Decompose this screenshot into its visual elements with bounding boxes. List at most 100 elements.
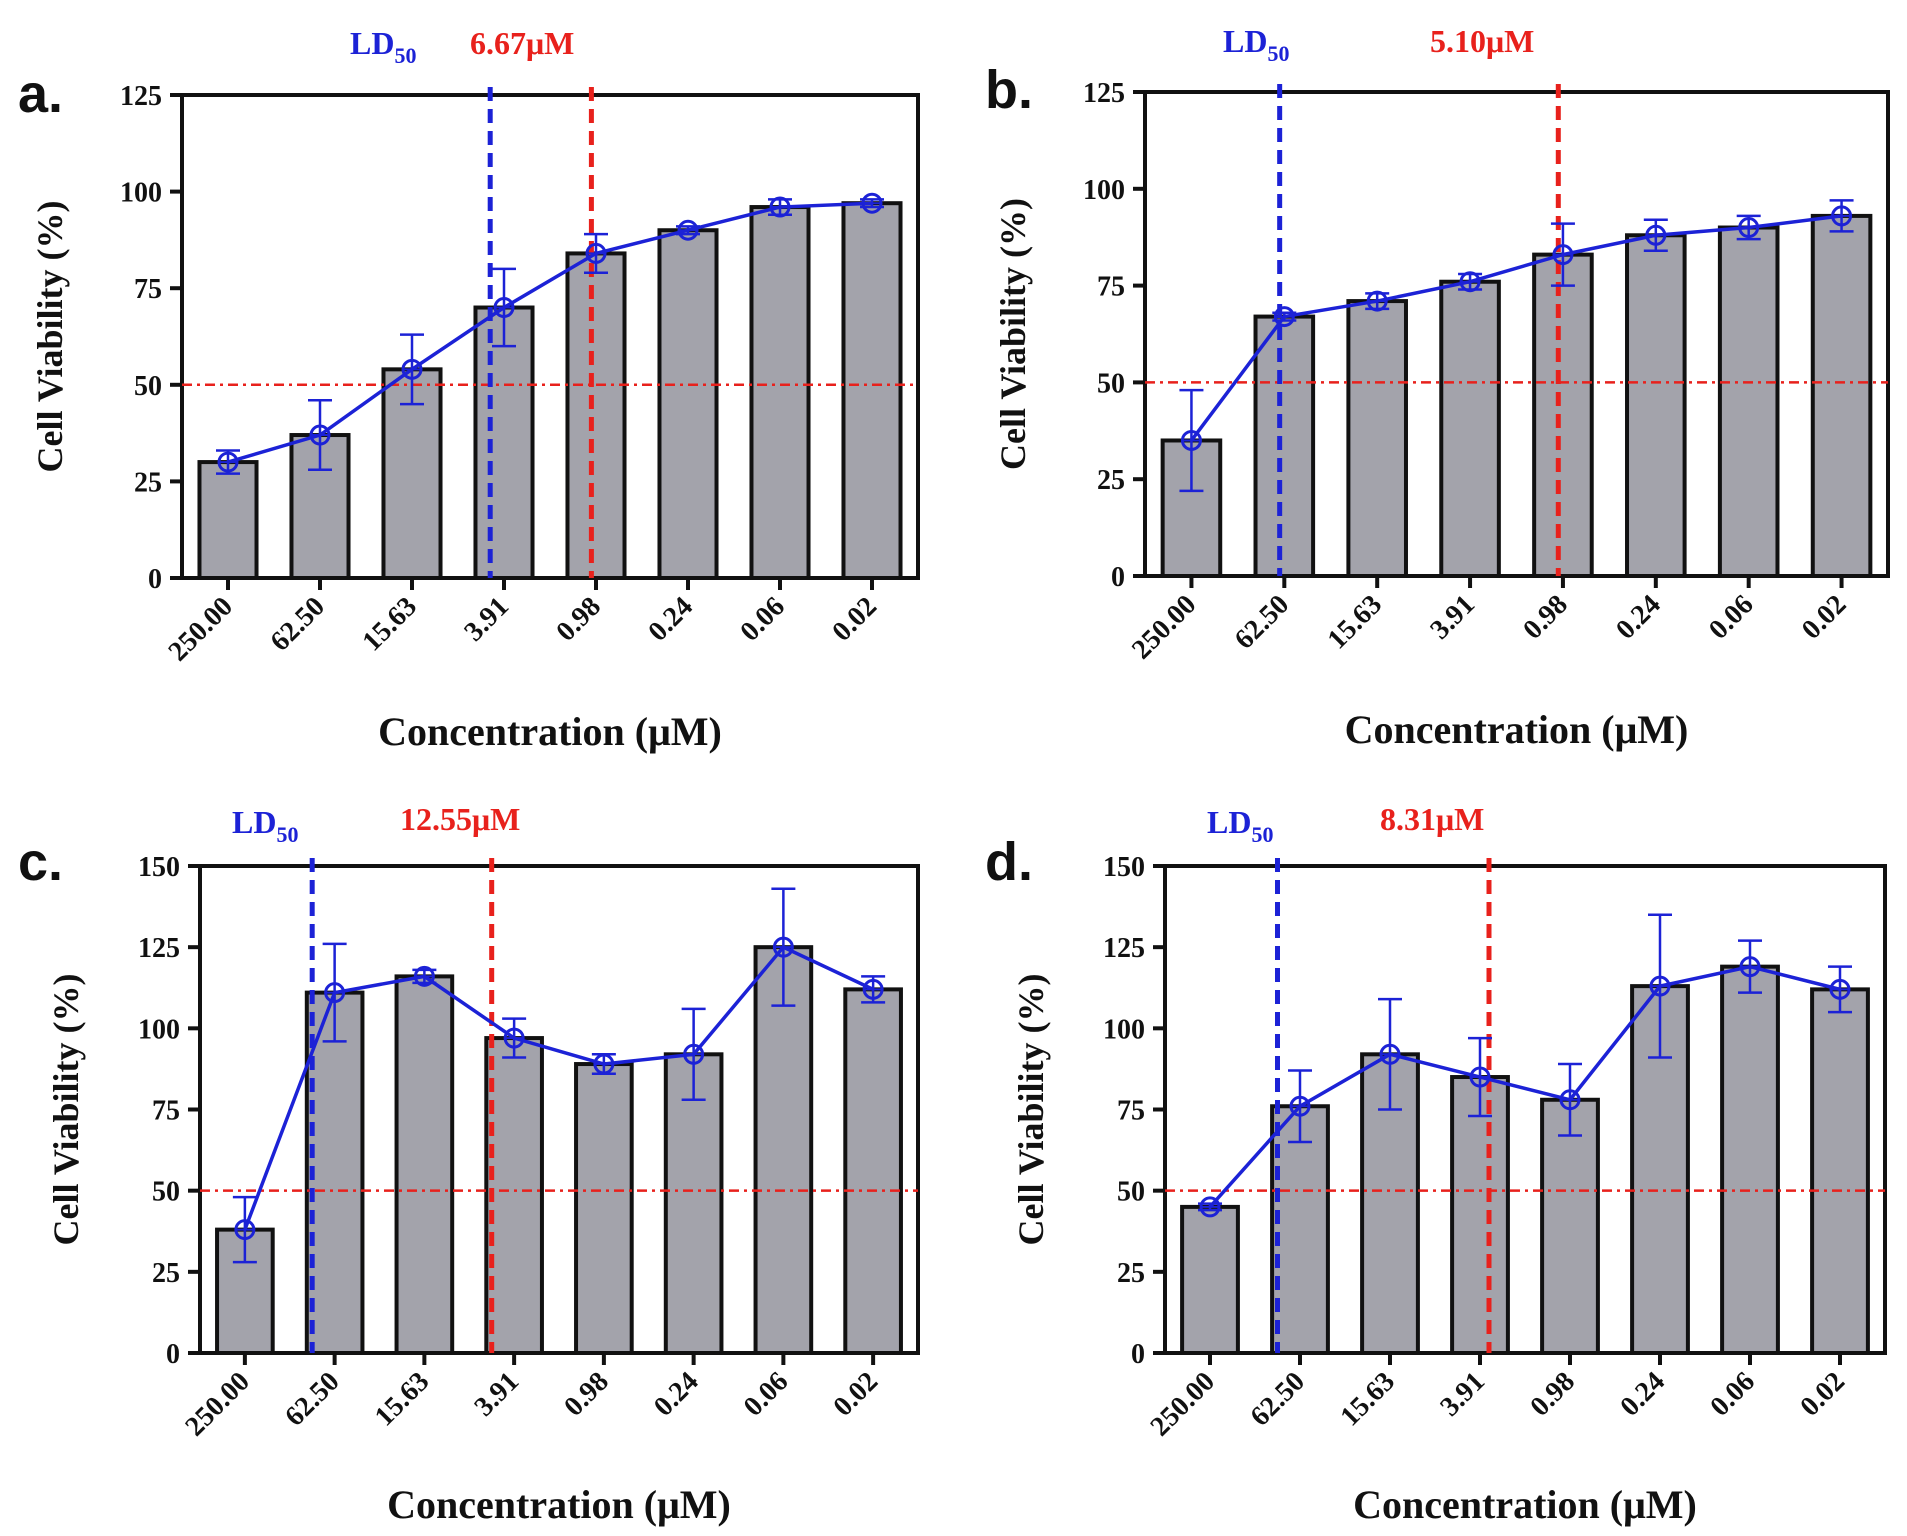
x-tick-label: 0.02 xyxy=(1796,589,1853,646)
x-tick-label: 0.06 xyxy=(1704,1366,1761,1423)
ld50-value-label: 8.31μM xyxy=(1380,801,1484,837)
x-axis-label: Concentration (μM) xyxy=(387,1482,731,1527)
x-tick-label: 0.24 xyxy=(648,1366,705,1423)
y-tick-label: 125 xyxy=(138,933,180,964)
y-tick-label: 100 xyxy=(1103,1014,1145,1045)
x-tick-label: 62.50 xyxy=(264,591,330,657)
y-tick-label: 100 xyxy=(138,1014,180,1045)
ld50-label-subscript: 50 xyxy=(1251,822,1273,847)
bar xyxy=(1439,279,1501,578)
x-tick-label: 250.00 xyxy=(179,1366,255,1442)
chart-panel-c: 0 25 50 75 100 125 150 250.00 62.50 15.63 3.91 0.98… xyxy=(18,801,920,1527)
x-tick-label: 15.63 xyxy=(1334,1366,1400,1432)
ld50-label-subscript: 50 xyxy=(276,822,298,847)
ld50-label-subscript: 50 xyxy=(394,43,416,68)
y-axis-label: Cell Viability (%) xyxy=(1011,974,1051,1246)
y-tick-label: 100 xyxy=(1083,175,1125,206)
x-tick-label: 15.63 xyxy=(369,1366,435,1432)
ld50-value-label: 12.55μM xyxy=(400,801,520,837)
y-tick-label: 50 xyxy=(1097,368,1125,399)
y-tick-label: 0 xyxy=(166,1339,180,1370)
ld50-label: LD50 xyxy=(350,25,416,68)
series-line xyxy=(1190,214,1842,442)
x-tick-label: 250.00 xyxy=(1126,589,1202,665)
ld50-value-label: 6.67μM xyxy=(470,25,574,61)
y-tick-label: 75 xyxy=(134,274,162,305)
y-tick-label: 0 xyxy=(1111,562,1125,593)
bar xyxy=(753,945,814,1356)
bar xyxy=(1253,314,1316,578)
y-tick-label: 125 xyxy=(1103,933,1145,964)
x-axis-label: Concentration (μM) xyxy=(1345,707,1689,752)
x-tick-label: 3.91 xyxy=(469,1366,526,1423)
bar xyxy=(1532,252,1594,578)
x-tick-label: 0.02 xyxy=(828,1366,885,1423)
ld50-label: LD50 xyxy=(1207,804,1273,847)
bar xyxy=(1810,213,1873,579)
x-tick-label: 0.24 xyxy=(1610,589,1667,646)
bar xyxy=(1180,1204,1240,1356)
y-tick-label: 150 xyxy=(1103,852,1145,883)
ld50-label-subscript: 50 xyxy=(1267,41,1289,66)
plot-frame xyxy=(180,93,920,580)
x-tick-label: 3.91 xyxy=(458,591,515,648)
y-tick-label: 25 xyxy=(134,467,162,498)
bar xyxy=(1625,233,1687,578)
ld50-label: LD50 xyxy=(1223,23,1289,66)
chart-panel-d: 0 25 50 75 100 125 150 250.00 62.50 15.63 3.91 0.98… xyxy=(985,801,1887,1527)
ld50-label-main: LD xyxy=(350,25,394,61)
x-tick-label: 0.06 xyxy=(1703,589,1760,646)
bar xyxy=(565,251,627,580)
x-tick-label: 250.00 xyxy=(163,591,239,667)
bar xyxy=(1450,1075,1510,1355)
y-axis-label: Cell Viability (%) xyxy=(993,198,1033,470)
bar xyxy=(843,987,903,1356)
bar xyxy=(394,974,455,1355)
y-tick-label: 50 xyxy=(152,1177,180,1208)
bar xyxy=(749,205,811,580)
x-tick-label: 0.24 xyxy=(1614,1366,1671,1423)
ld50-label-main: LD xyxy=(1223,23,1267,59)
y-tick-label: 0 xyxy=(1131,1339,1145,1370)
x-tick-label: 0.98 xyxy=(1517,589,1574,646)
panel-label: d. xyxy=(985,832,1033,892)
ld50-label-main: LD xyxy=(232,804,276,840)
series-line xyxy=(243,945,874,1231)
x-tick-label: 3.91 xyxy=(1424,589,1481,646)
x-axis-label: Concentration (μM) xyxy=(1353,1482,1697,1527)
x-tick-label: 62.50 xyxy=(1229,589,1295,655)
ld50-label-main: LD xyxy=(1207,804,1251,840)
bar xyxy=(1540,1097,1600,1356)
bar xyxy=(657,228,719,581)
x-tick-label: 62.50 xyxy=(279,1366,345,1432)
bar xyxy=(1717,225,1780,579)
x-tick-label: 0.06 xyxy=(734,591,791,648)
x-tick-label: 0.24 xyxy=(642,591,699,648)
x-tick-label: 3.91 xyxy=(1434,1366,1491,1423)
y-tick-label: 25 xyxy=(1117,1258,1145,1289)
ld50-value-label: 5.10μM xyxy=(1430,23,1534,59)
x-tick-label: 0.98 xyxy=(550,591,607,648)
bar xyxy=(1270,1104,1330,1355)
chart-panel-a: 0 25 50 75 100 125 250.00 62.50 15.63 3.91 0.98 0.2… xyxy=(18,25,920,754)
panel-label: a. xyxy=(18,64,63,124)
x-tick-label: 0.02 xyxy=(826,591,883,648)
y-axis-label: Cell Viability (%) xyxy=(30,201,70,473)
ld50-label: LD50 xyxy=(232,804,298,847)
x-tick-label: 0.06 xyxy=(738,1366,795,1423)
x-tick-label: 250.00 xyxy=(1145,1366,1221,1442)
x-tick-label: 0.98 xyxy=(1524,1366,1581,1423)
y-tick-label: 75 xyxy=(152,1096,180,1127)
x-tick-label: 62.50 xyxy=(1244,1366,1310,1432)
panel-label: b. xyxy=(985,60,1033,120)
y-tick-label: 75 xyxy=(1097,272,1125,303)
x-axis-label: Concentration (μM) xyxy=(378,709,722,754)
bar xyxy=(473,305,535,580)
x-tick-label: 15.63 xyxy=(356,591,422,657)
y-tick-label: 0 xyxy=(148,564,162,595)
y-tick-label: 150 xyxy=(138,852,180,883)
x-tick-label: 0.02 xyxy=(1794,1366,1851,1423)
plot-frame xyxy=(1143,90,1890,578)
series-line xyxy=(227,201,873,464)
